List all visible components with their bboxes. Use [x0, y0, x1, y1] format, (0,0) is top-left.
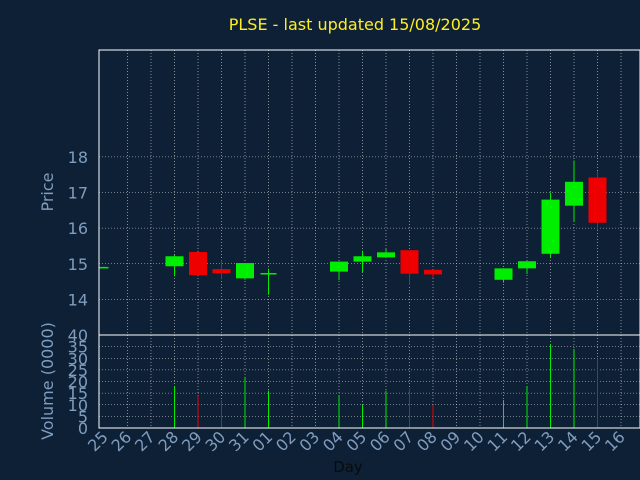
- volume-tick-label: 20: [68, 373, 88, 392]
- candle-body: [400, 250, 419, 274]
- candle-body: [212, 269, 231, 274]
- candle-body: [353, 256, 372, 262]
- candle-body: [494, 268, 513, 280]
- candle-body: [236, 263, 254, 279]
- candle-body: [541, 199, 560, 254]
- x-axis-label: Day: [333, 458, 363, 476]
- candle-body: [518, 261, 536, 269]
- volume-panel-frame: [98, 334, 640, 429]
- price-axis-label: Price: [38, 172, 57, 211]
- price-tick-label: 16: [68, 219, 88, 238]
- chart-title: PLSE - last updated 15/08/2025: [229, 15, 482, 34]
- candle-body: [565, 181, 583, 206]
- volume-tick-label: 25: [68, 361, 88, 380]
- volume-tick-label: 15: [68, 384, 88, 403]
- price-tick-label: 17: [68, 184, 88, 203]
- volume-tick-label: 30: [68, 349, 88, 368]
- price-tick-label: 14: [68, 290, 88, 309]
- price-tick-label: 18: [68, 148, 88, 167]
- volume-tick-label: 10: [68, 396, 88, 415]
- volume-tick-label: 35: [68, 338, 88, 357]
- candles: [99, 160, 607, 295]
- candle-body: [424, 269, 442, 275]
- candle-body: [99, 266, 109, 269]
- volume-tick-label: 0: [78, 419, 88, 438]
- candle-body: [260, 273, 277, 275]
- price-tick-label: 15: [68, 255, 88, 274]
- candle-body: [588, 177, 607, 223]
- candle-body: [165, 256, 184, 267]
- volume-tick-label: 5: [78, 407, 88, 426]
- volume-tick-label: 40: [68, 326, 88, 345]
- candle-body: [377, 252, 395, 258]
- candle-body: [330, 261, 348, 272]
- volume-bars: [174, 344, 598, 428]
- volume-axis-label: Volume (0000): [38, 322, 57, 440]
- x-tick-labels: 2526272829303101020304050607080910111213…: [84, 427, 629, 455]
- candle-body: [189, 251, 207, 276]
- price-y-ticks: 14 15 16 17 18: [68, 148, 88, 310]
